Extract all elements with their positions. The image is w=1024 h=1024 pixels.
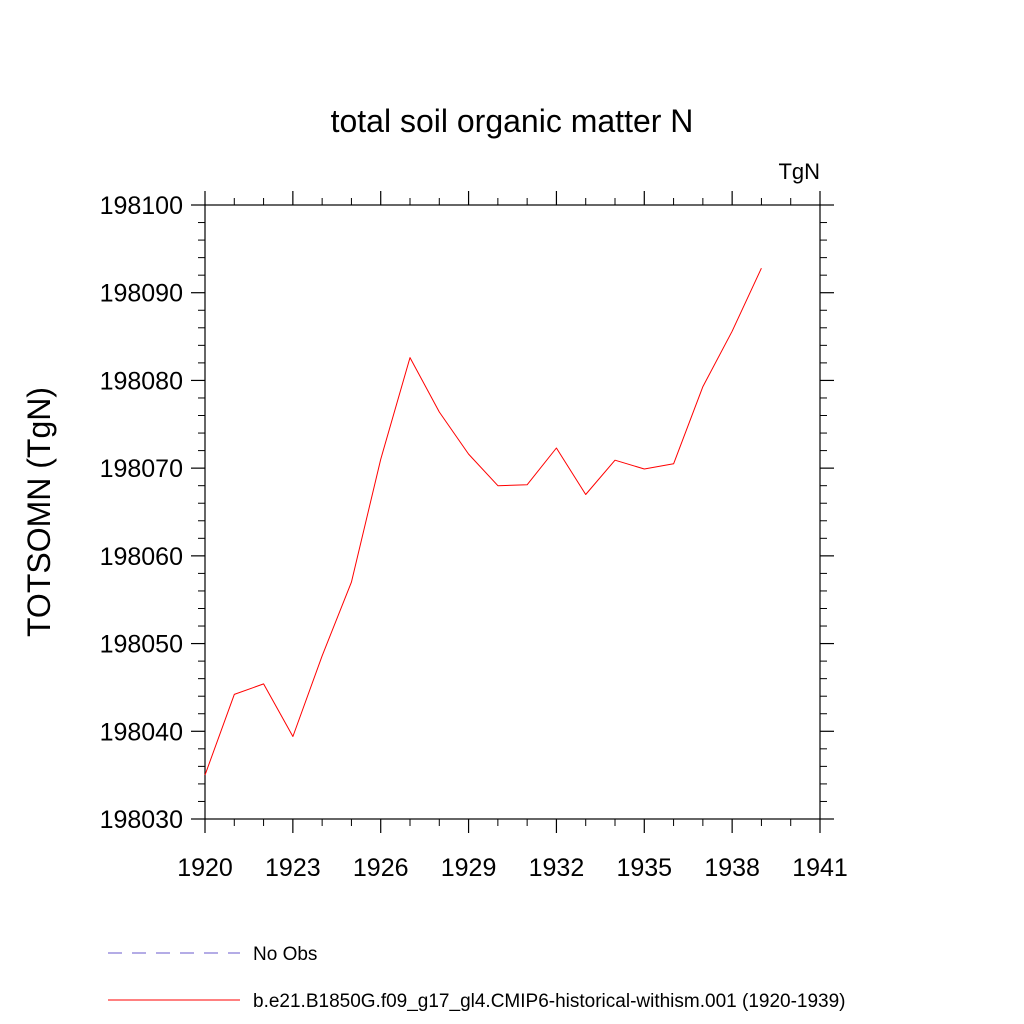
x-tick-label: 1935 xyxy=(616,854,672,882)
chart-title: total soil organic matter N xyxy=(331,103,694,139)
axis-tick-labels: 1920 1923 1926 1929 1932 1935 1938 1941 198030 19… xyxy=(100,192,848,882)
y-axis-label: TOTSOMN (TgN) xyxy=(21,387,57,637)
y-tick-label: 198030 xyxy=(100,806,183,834)
y-tick-label: 198070 xyxy=(100,455,183,483)
plot-frame xyxy=(204,204,821,820)
y-tick-label: 198090 xyxy=(100,280,183,308)
x-tick-label: 1938 xyxy=(704,854,760,882)
x-tick-label: 1920 xyxy=(177,854,233,882)
x-tick-label: 1941 xyxy=(792,854,848,882)
legend: No Obs b.e21.B1850G.f09_g17_gl4.CMIP6-hi… xyxy=(108,944,846,1012)
x-tick-label: 1929 xyxy=(441,854,497,882)
x-tick-label: 1926 xyxy=(353,854,409,882)
x-tick-label: 1932 xyxy=(529,854,585,882)
legend-label-no-obs: No Obs xyxy=(253,944,317,965)
y-tick-label: 198040 xyxy=(100,718,183,746)
x-tick-label: 1923 xyxy=(265,854,321,882)
axis-ticks xyxy=(191,191,834,833)
units-label: TgN xyxy=(778,159,820,184)
y-tick-label: 198080 xyxy=(100,367,183,395)
series-line-model xyxy=(204,267,762,776)
series-layer xyxy=(204,267,762,776)
y-tick-label: 198060 xyxy=(100,543,183,571)
y-tick-label: 198050 xyxy=(100,631,183,659)
legend-label-model: b.e21.B1850G.f09_g17_gl4.CMIP6-historica… xyxy=(253,991,846,1012)
y-tick-label: 198100 xyxy=(100,192,183,220)
